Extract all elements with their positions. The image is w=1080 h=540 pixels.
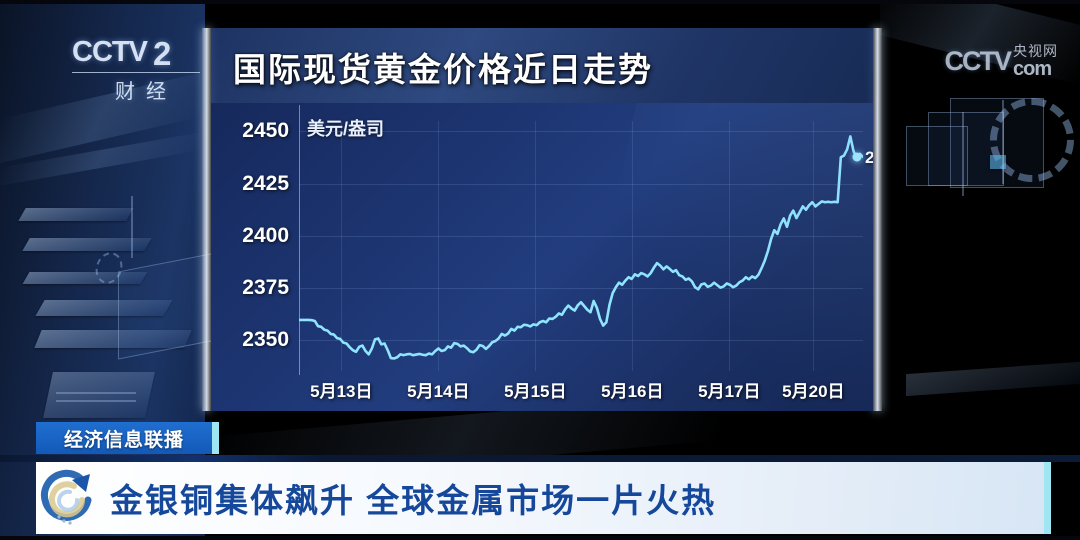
watermark: CCTV 央视网 com [945,40,1059,82]
watermark-cn-text: 央视网 [1013,42,1058,59]
letterbox-bottom [0,536,1080,540]
x-axis-labels: 5月13日 5月14日 5月15日 5月16日 5月17日 5月20日 [299,377,863,403]
y-axis-tick-label: 2350 [242,327,289,351]
horizontal-gridline [299,235,863,237]
background-slab [35,300,173,316]
vertical-gridline [632,121,634,371]
circular-arrow-icon-svg [41,469,92,525]
y-axis-labels: 2450 2425 2400 2375 2350 [211,103,297,411]
letterbox-top [0,0,1080,4]
horizontal-gridline [299,339,863,341]
background-dial [91,248,127,288]
card-right-edge [873,28,882,411]
y-axis-tick-label: 2450 [242,119,289,143]
chart-title: 国际现货黄金价格近日走势 [233,51,653,88]
headline-top-strip [0,455,1080,462]
background-line [131,196,133,258]
x-axis-tick-label: 5月14日 [407,382,470,401]
vertical-gridline [438,121,440,371]
channel-logo: CCTV 2 财经 [72,36,212,108]
channel-logo-text: CCTV [72,36,148,68]
background-glass-panel [906,126,968,186]
chart-card-header: 国际现货黄金价格近日走势 [211,28,873,104]
horizontal-gridline [299,183,863,185]
headline-bar: 金银铜集体飙升 全球金属市场一片火热 [36,462,1051,534]
watermark-com-text: com [1013,57,1052,80]
horizontal-gridline [299,287,863,289]
background-slab [22,272,148,284]
circular-arrow-icon [36,462,110,534]
channel-logo-rule [72,72,200,73]
vertical-gridline [729,121,731,371]
background-slab [990,155,1006,169]
channel-name: 财经 [115,81,177,103]
background-line [1002,100,1004,184]
background-slab [22,238,152,251]
chart-plot-area: 2437.80 [299,105,873,375]
background-glass-panel [950,98,1044,188]
y-axis-line [299,105,300,375]
channel-number: 2 [152,35,172,73]
chart-unit-label: 美元/盎司 [307,119,385,139]
background-line [56,392,136,394]
background-line [56,400,136,402]
program-tag-label: 经济信息联播 [63,429,184,451]
price-line-series [299,121,863,371]
x-axis-tick-label: 5月17日 [698,382,761,401]
watermark-cctv-text: CCTV [944,45,1012,76]
background-glass-panel [928,112,1004,186]
y-axis-tick-label: 2375 [242,275,289,299]
last-value-marker [852,152,862,162]
background-slab [18,208,134,221]
background-slab [34,330,192,348]
y-axis-tick-label: 2425 [242,171,289,195]
vertical-gridline [535,121,537,371]
headline-text: 金银铜集体飙升 全球金属市场一片火热 [110,482,717,519]
horizontal-gridline [299,131,863,133]
y-axis-tick-label: 2400 [242,223,289,247]
x-axis-tick-label: 5月15日 [504,382,567,401]
vertical-gridline [813,121,815,371]
x-axis-tick-label: 5月20日 [782,382,845,401]
background-slab [906,361,1080,397]
program-tag: 经济信息联播 [36,422,219,454]
background-line [962,112,964,196]
background-slab [43,372,155,418]
x-axis-tick-label: 5月16日 [601,382,664,401]
chart-card-body: 美元/盎司 2450 2425 2400 2375 2350 2437.80 5月13日… [211,103,873,411]
card-left-edge [202,28,211,411]
last-value-label: 2437.80 [865,147,873,167]
x-axis-tick-label: 5月13日 [310,382,373,401]
background-streak [0,132,200,186]
background-dial [990,98,1074,182]
chart-card: 国际现货黄金价格近日走势 美元/盎司 2450 2425 2400 2375 2350 … [202,28,882,411]
vertical-gridline [341,121,343,371]
